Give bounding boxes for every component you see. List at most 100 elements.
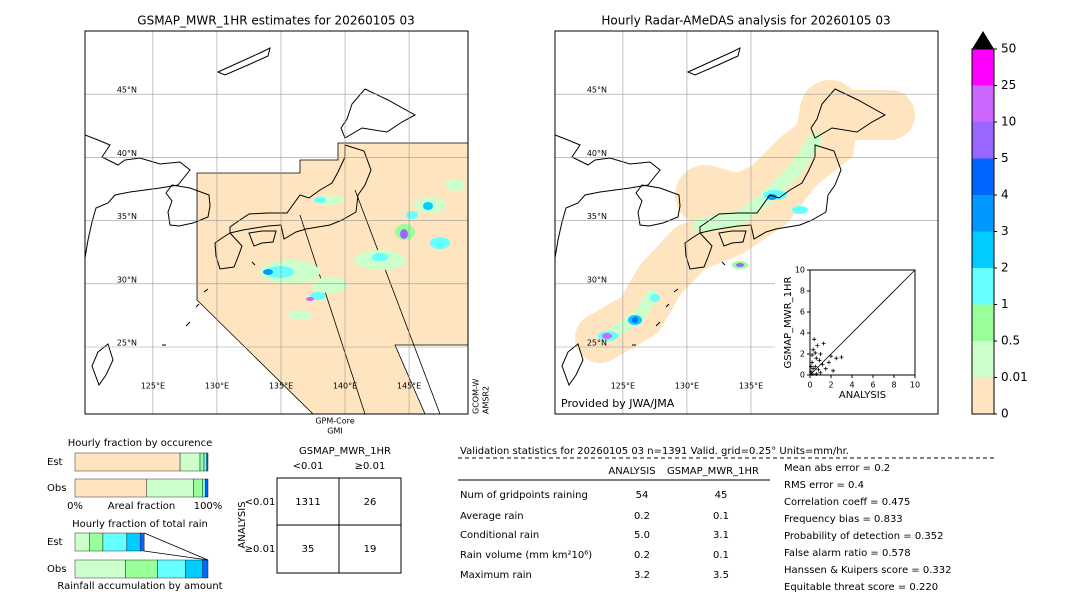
colorbar-segment bbox=[972, 195, 994, 232]
bar-segment bbox=[74, 559, 126, 579]
column-header: GSMAP_MWR_1HR bbox=[667, 466, 759, 477]
colorbar-label: 0.01 bbox=[1001, 370, 1028, 384]
bar-segment bbox=[202, 478, 206, 498]
x-tick-label: 6 bbox=[870, 381, 875, 390]
bar-segment bbox=[199, 452, 205, 472]
lat-label: 35°N bbox=[117, 212, 137, 221]
scatter-inset: 0 2 4 6 8 10 0 2 4 6 8 10 ANALYSIS GSMAP_MWR_1HR bbox=[775, 262, 938, 414]
lat-label: 40°N bbox=[117, 149, 137, 158]
scatter-point bbox=[831, 368, 836, 373]
scatter-point bbox=[834, 356, 839, 361]
bar-segment bbox=[139, 532, 145, 552]
scatter-point bbox=[810, 371, 815, 376]
rain-field bbox=[260, 179, 465, 320]
colorbar-label: 10 bbox=[1001, 115, 1016, 129]
lon-label: 135°E bbox=[269, 382, 293, 391]
table-cell: 35 bbox=[302, 544, 315, 555]
connector bbox=[144, 550, 209, 561]
bar-segment bbox=[203, 452, 207, 472]
scatter-point bbox=[829, 354, 833, 359]
sensor-label: GMI bbox=[327, 427, 342, 436]
table-cell: 3.1 bbox=[713, 530, 729, 541]
table-cell: 19 bbox=[364, 544, 377, 555]
lon-label: 125°E bbox=[611, 382, 635, 391]
bar-segment bbox=[89, 532, 104, 552]
bar-segment bbox=[157, 559, 186, 579]
colorbar-segment bbox=[972, 49, 994, 86]
table-title: GSMAP_MWR_1HR bbox=[299, 446, 391, 457]
scatter-point bbox=[820, 362, 825, 367]
score: RMS error = 0.4 bbox=[784, 480, 864, 491]
scatter-point bbox=[810, 360, 815, 365]
lat-label: 40°N bbox=[587, 149, 607, 158]
table-cell: 3.5 bbox=[713, 570, 729, 581]
colorbar-label: 3 bbox=[1001, 224, 1009, 238]
colorbar-segment bbox=[972, 122, 994, 159]
colorbar-segment bbox=[972, 341, 994, 378]
lon-label: 130°E bbox=[675, 382, 699, 391]
scatter-point bbox=[817, 358, 822, 363]
x-axis-label: Rainfall accumulation by amount bbox=[57, 581, 222, 592]
sensor-label: GPM-Core bbox=[315, 417, 354, 426]
colorbar-label: 50 bbox=[1001, 42, 1016, 56]
scatter-point bbox=[816, 367, 821, 372]
lat-label: 35°N bbox=[587, 212, 607, 221]
column-header: ≥0.01 bbox=[355, 461, 386, 472]
table-cell: 54 bbox=[636, 490, 649, 501]
connector bbox=[144, 532, 209, 561]
bar-segment bbox=[102, 532, 128, 552]
validation-table: Validation statistics for 20260105 03 n=… bbox=[458, 446, 997, 593]
colorbar-label: 25 bbox=[1001, 78, 1016, 92]
colorbar-label: 0.5 bbox=[1001, 334, 1020, 348]
swath-edge bbox=[354, 189, 441, 414]
bar-segment bbox=[205, 478, 209, 498]
y-axis-label: GSMAP_MWR_1HR bbox=[783, 277, 794, 369]
score: False alarm ratio = 0.578 bbox=[784, 548, 911, 559]
right-map-content: 45°N 40°N 35°N 30°N 25°N 125°E 130°E 135°E 0 2 4 6… bbox=[555, 31, 938, 414]
scatter-point bbox=[823, 366, 828, 371]
row-title: ANALYSIS bbox=[237, 501, 248, 548]
grid: 45°N 40°N 35°N 30°N 25°N 125°E 130°E 135°E bbox=[555, 31, 938, 414]
score: Correlation coeff = 0.475 bbox=[784, 497, 910, 508]
lon-label: 135°E bbox=[739, 382, 763, 391]
lat-label: 25°N bbox=[117, 339, 137, 348]
swath-edge bbox=[299, 214, 366, 414]
colorbar-label: 0 bbox=[1001, 407, 1009, 421]
scatter-point bbox=[826, 360, 831, 365]
diagonal bbox=[809, 269, 916, 376]
lon-label: 130°E bbox=[205, 382, 229, 391]
scatter-point bbox=[813, 364, 818, 369]
bar-segment bbox=[125, 559, 158, 579]
x-tick-label: 2 bbox=[828, 381, 833, 390]
bar-segment bbox=[202, 559, 209, 579]
table-cell: 0.2 bbox=[634, 511, 650, 522]
lat-label: 30°N bbox=[117, 275, 137, 284]
y-tick-label: 4 bbox=[800, 329, 805, 338]
table-cell: 0.2 bbox=[634, 550, 650, 561]
scatter-point bbox=[811, 366, 816, 371]
y-tick-label: 10 bbox=[795, 266, 805, 275]
colorbar: 0 0.01 0.5 1 2 3 4 5 10 25 50 bbox=[971, 31, 1028, 421]
colorbar-segment bbox=[972, 85, 994, 122]
colorbar-label: 1 bbox=[1001, 297, 1009, 311]
scatter-point bbox=[815, 343, 820, 348]
grid: 45°N 40°N 35°N 30°N 25°N 125°E 130°E 135°E 140°E… bbox=[85, 31, 468, 414]
y-tick-label: 0 bbox=[800, 371, 805, 380]
map-frame bbox=[554, 30, 939, 415]
bar-segment bbox=[126, 532, 141, 552]
scatter-point bbox=[818, 352, 823, 356]
score: Equitable threat score = 0.220 bbox=[784, 582, 938, 593]
row-label: Est bbox=[47, 537, 63, 548]
table-cell: 0.1 bbox=[713, 550, 729, 561]
lat-label: 45°N bbox=[117, 86, 137, 95]
chart-title: Hourly fraction by occurence bbox=[68, 438, 212, 449]
scatter-point bbox=[809, 369, 814, 374]
scatter-point bbox=[809, 364, 814, 369]
lon-label: 145°E bbox=[397, 382, 421, 391]
scatter-point bbox=[813, 350, 818, 355]
bar-segment bbox=[193, 478, 203, 498]
bar-segment bbox=[74, 478, 148, 498]
colorbar-segment bbox=[972, 158, 994, 195]
